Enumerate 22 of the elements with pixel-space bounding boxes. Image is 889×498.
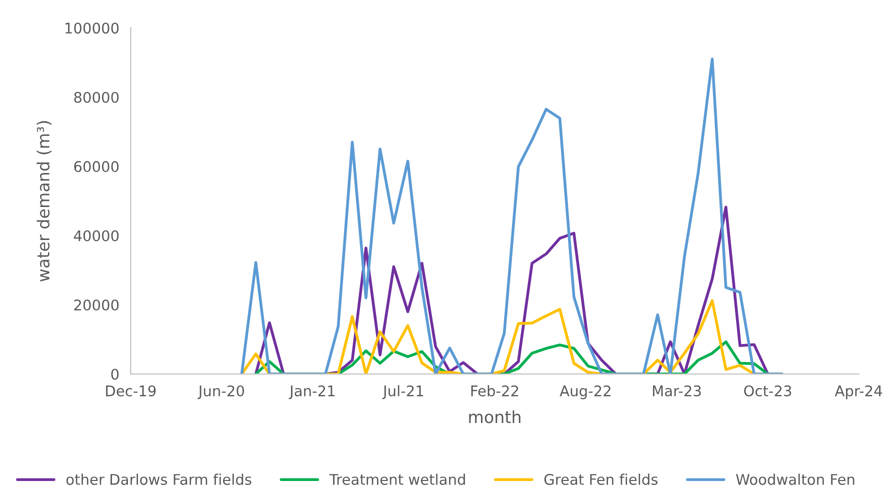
y-tick-label: 100000 xyxy=(66,22,119,34)
y-tick-label: 20000 xyxy=(74,299,119,311)
legend-label: Great Fen fields xyxy=(544,474,658,485)
x-tick-label: Mar-23 xyxy=(652,385,701,396)
y-tick-label: 40000 xyxy=(74,230,119,242)
x-tick-label: Jun-20 xyxy=(198,385,244,400)
legend-label: Treatment wetland xyxy=(329,474,465,485)
x-tick-label: Dec-19 xyxy=(106,385,156,396)
y-tick-label: 60000 xyxy=(74,161,119,172)
x-tick-label: Aug-22 xyxy=(560,385,610,400)
y-tick-label: 80000 xyxy=(74,92,119,103)
line-series xyxy=(240,58,784,374)
y-tick-label: 0 xyxy=(111,368,119,380)
legend-label: Woodwalton Fen xyxy=(736,474,854,485)
legend-label: other Darlows Farm fields xyxy=(66,474,252,485)
y-axis-title: water demand (m³) xyxy=(36,121,52,282)
x-axis-title: month xyxy=(469,410,520,424)
x-tick-label: Apr-24 xyxy=(834,385,882,400)
x-tick-label: Oct-23 xyxy=(744,385,792,396)
x-tick-label: Jan-21 xyxy=(288,385,335,400)
x-tick-label: Jul-21 xyxy=(382,385,424,400)
x-tick-label: Feb-22 xyxy=(471,385,518,396)
